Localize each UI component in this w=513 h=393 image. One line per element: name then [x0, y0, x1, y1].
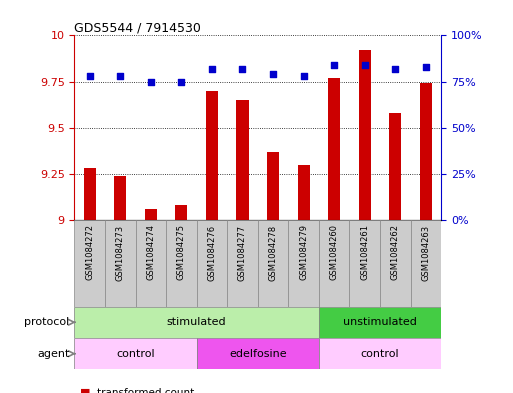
- Bar: [114, 176, 126, 220]
- Text: GSM1084260: GSM1084260: [330, 224, 339, 280]
- FancyBboxPatch shape: [74, 307, 319, 338]
- Point: [422, 64, 430, 70]
- FancyBboxPatch shape: [349, 220, 380, 307]
- Text: transformed count: transformed count: [97, 388, 195, 393]
- FancyBboxPatch shape: [319, 338, 441, 369]
- FancyBboxPatch shape: [105, 220, 135, 307]
- Point: [361, 62, 369, 68]
- Bar: [298, 165, 310, 220]
- Text: agent: agent: [37, 349, 69, 359]
- FancyBboxPatch shape: [258, 220, 288, 307]
- Point: [300, 73, 308, 79]
- Text: GSM1084275: GSM1084275: [177, 224, 186, 280]
- Point: [147, 79, 155, 85]
- Text: control: control: [116, 349, 155, 359]
- Text: GSM1084274: GSM1084274: [146, 224, 155, 280]
- Bar: [267, 152, 279, 220]
- Point: [330, 62, 338, 68]
- FancyBboxPatch shape: [288, 220, 319, 307]
- Text: GSM1084263: GSM1084263: [421, 224, 430, 281]
- Bar: [206, 91, 218, 220]
- Text: edelfosine: edelfosine: [229, 349, 287, 359]
- FancyBboxPatch shape: [196, 220, 227, 307]
- Point: [86, 73, 94, 79]
- Text: GSM1084276: GSM1084276: [207, 224, 216, 281]
- Bar: [145, 209, 157, 220]
- FancyBboxPatch shape: [410, 220, 441, 307]
- Text: GSM1084279: GSM1084279: [299, 224, 308, 280]
- FancyBboxPatch shape: [227, 220, 258, 307]
- Text: GSM1084262: GSM1084262: [391, 224, 400, 280]
- Bar: [389, 113, 402, 220]
- Text: GSM1084261: GSM1084261: [360, 224, 369, 280]
- FancyBboxPatch shape: [319, 307, 441, 338]
- FancyBboxPatch shape: [319, 220, 349, 307]
- FancyBboxPatch shape: [74, 338, 196, 369]
- FancyBboxPatch shape: [135, 220, 166, 307]
- Bar: [359, 50, 371, 220]
- Text: control: control: [361, 349, 399, 359]
- FancyBboxPatch shape: [380, 220, 410, 307]
- Text: GSM1084278: GSM1084278: [269, 224, 278, 281]
- Bar: [175, 205, 187, 220]
- Text: stimulated: stimulated: [167, 317, 226, 327]
- Point: [208, 66, 216, 72]
- Point: [239, 66, 247, 72]
- Point: [116, 73, 124, 79]
- Text: GDS5544 / 7914530: GDS5544 / 7914530: [74, 21, 201, 34]
- Bar: [84, 168, 96, 220]
- Point: [269, 71, 277, 77]
- Text: ■: ■: [80, 388, 90, 393]
- Bar: [328, 78, 340, 220]
- Bar: [420, 83, 432, 220]
- Text: GSM1084277: GSM1084277: [238, 224, 247, 281]
- FancyBboxPatch shape: [166, 220, 196, 307]
- Text: GSM1084273: GSM1084273: [116, 224, 125, 281]
- Text: protocol: protocol: [24, 317, 69, 327]
- FancyBboxPatch shape: [196, 338, 319, 369]
- Text: GSM1084272: GSM1084272: [85, 224, 94, 280]
- Point: [391, 66, 400, 72]
- Point: [177, 79, 186, 85]
- Text: unstimulated: unstimulated: [343, 317, 417, 327]
- FancyBboxPatch shape: [74, 220, 105, 307]
- Bar: [236, 100, 249, 220]
